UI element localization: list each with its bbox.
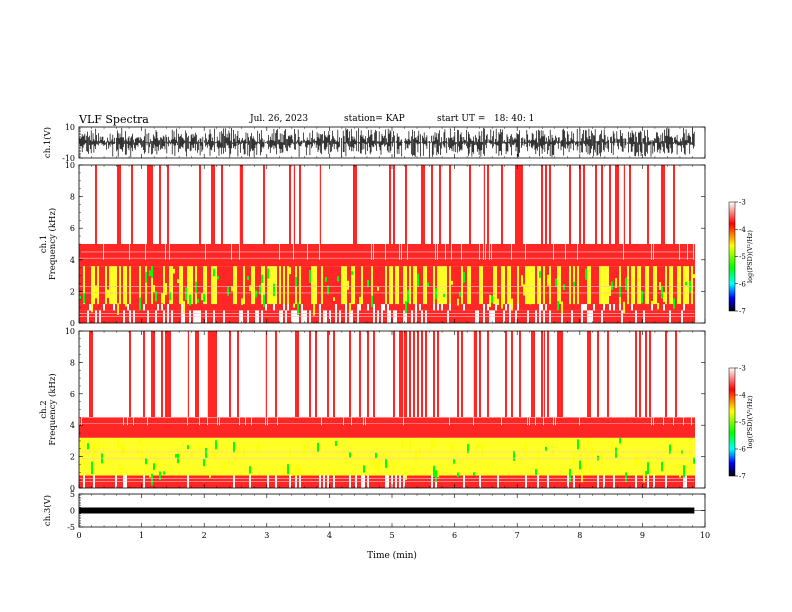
x-tick-label: 6 [452, 531, 457, 540]
y-tick-label: 5 [70, 490, 75, 499]
colorbar-tick-label: -6 [739, 446, 746, 454]
y-tick-label: 6 [70, 390, 75, 399]
x-tick-label: 8 [577, 531, 582, 540]
y-tick-label: 0 [70, 319, 75, 328]
colorbar-label: log(PSD)(V²/Hz) [746, 395, 754, 448]
x-tick-label: 1 [139, 531, 144, 540]
colorbar-tick-label: -6 [739, 280, 746, 288]
colorbar-tick-label: -4 [739, 392, 746, 400]
colorbar-tick-label: -7 [739, 308, 746, 316]
chart-title: VLF Spectra [79, 113, 149, 126]
y-tick-label: -5 [67, 523, 75, 532]
x-tick-label: 5 [389, 531, 394, 540]
x-axis-label: Time (min) [367, 550, 417, 561]
station-label: station= KAP [344, 114, 405, 124]
x-tick-label: 9 [640, 531, 645, 540]
y-axis-label: ch.3(V) [42, 495, 53, 526]
start-time-label: start UT = 18: 40: 1 [437, 114, 535, 124]
y-tick-label: 0 [70, 507, 75, 516]
ch1-spectrogram-colorbar [728, 201, 736, 312]
y-tick-label: -10 [62, 154, 75, 163]
y-axis-label: Frequency (kHz) [47, 208, 58, 280]
x-tick-label: 2 [202, 531, 207, 540]
colorbar-tick-label: -5 [739, 253, 746, 261]
y-axis-label: Frequency (kHz) [47, 373, 58, 445]
x-tick-label: 10 [700, 531, 710, 540]
x-tick-label: 7 [515, 531, 520, 540]
y-tick-label: 0 [70, 484, 75, 493]
y-tick-label: 8 [70, 193, 75, 202]
y-axis-label: ch.1 [39, 235, 49, 253]
y-tick-label: 2 [70, 453, 75, 462]
x-tick-label: 0 [76, 531, 81, 540]
y-tick-label: 8 [70, 358, 75, 367]
y-axis-label: ch.2 [39, 400, 49, 418]
y-tick-label: 4 [70, 256, 75, 265]
ch1-spectrogram-image [79, 165, 695, 323]
colorbar-tick-label: -4 [739, 226, 746, 234]
date-label: Jul. 26, 2023 [250, 114, 309, 124]
colorbar-label: log(PSD)(V²/Hz) [746, 230, 754, 283]
ch1-waveform-trace [79, 127, 695, 158]
y-tick-label: 10 [65, 161, 75, 170]
y-tick-label: 2 [70, 287, 75, 296]
y-tick-label: 6 [70, 224, 75, 233]
x-tick-label: 4 [327, 531, 332, 540]
y-tick-label: 4 [70, 421, 75, 430]
y-tick-label: 10 [65, 123, 75, 132]
y-axis-label: ch.1(V) [42, 127, 53, 158]
colorbar-tick-label: -3 [739, 365, 746, 373]
x-tick-label: 3 [264, 531, 269, 540]
ch2-spectrogram-image [79, 331, 695, 488]
ch2-spectrogram-colorbar [728, 367, 736, 477]
colorbar-tick-label: -5 [739, 419, 746, 427]
y-tick-label: 10 [65, 327, 75, 336]
colorbar-tick-label: -7 [739, 473, 746, 481]
colorbar-tick-label: -3 [739, 199, 746, 207]
